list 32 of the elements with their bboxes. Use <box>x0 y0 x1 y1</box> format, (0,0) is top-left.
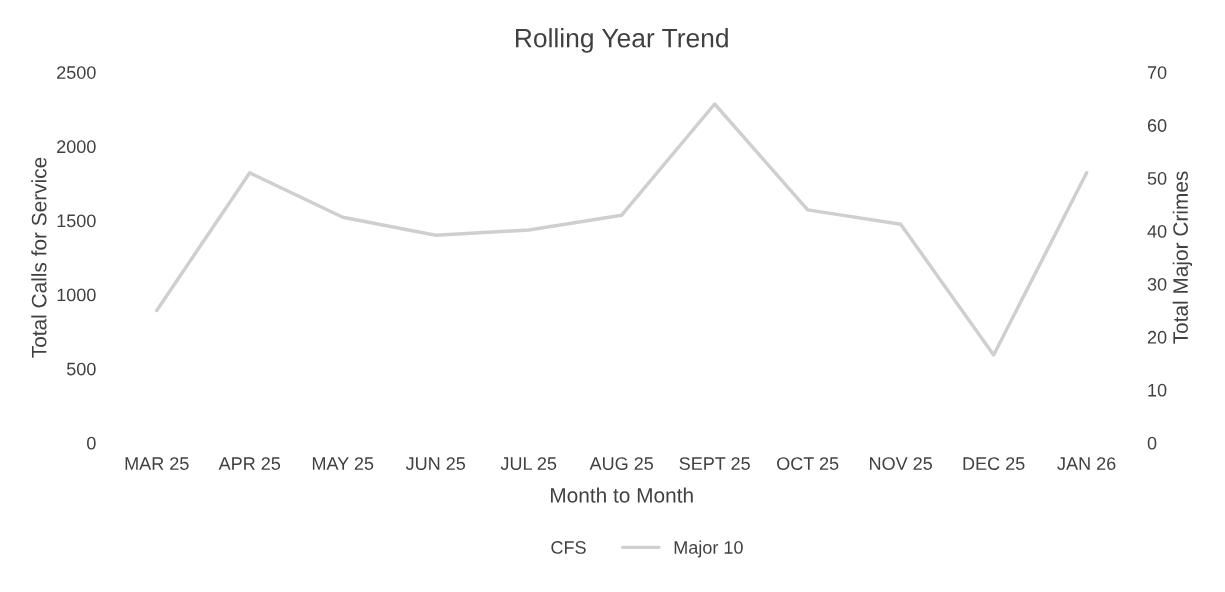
y2-tick-label: 60 <box>1147 119 1167 132</box>
x-tick-label: APR 25 <box>218 457 281 470</box>
y2-tick-label: 40 <box>1147 224 1167 238</box>
y-tick-label: 1000 <box>57 288 96 302</box>
y2-tick-label: 0 <box>1147 436 1157 450</box>
y2-tick-label: 20 <box>1147 330 1167 344</box>
y2-tick-label: 70 <box>1147 66 1167 79</box>
x-tick-label: NOV 25 <box>870 457 933 470</box>
y-tick-label: 1500 <box>57 214 96 228</box>
y2-tick-label: 50 <box>1147 172 1167 185</box>
y-tick-label: 0 <box>87 436 96 450</box>
y2-axis-title: Total Major Crimes <box>1172 171 1193 344</box>
y-axis-title: Total Calls for Service <box>31 157 47 358</box>
x-tick-label: SEPT 25 <box>679 457 750 470</box>
x-tick-label: JAN 26 <box>1057 457 1116 470</box>
chart-title: Rolling Year Trend <box>516 28 728 53</box>
x-axis-title: Month to Month <box>551 487 693 503</box>
y2-tick-label: 30 <box>1147 277 1167 291</box>
x-tick-label: JUL 25 <box>500 457 557 470</box>
y-tick-label: 2000 <box>57 140 96 154</box>
x-tick-label: MAR 25 <box>125 457 189 470</box>
x-tick-label: OCT 25 <box>777 457 839 470</box>
x-tick-label: DEC 25 <box>963 457 1025 470</box>
y-tick-label: 2500 <box>57 66 96 79</box>
x-tick-label: MAY 25 <box>312 457 374 470</box>
legend-label: Major 10 <box>674 540 743 558</box>
y-tick-label: 500 <box>66 362 96 376</box>
y2-tick-label: 10 <box>1148 383 1167 397</box>
text: CFS <box>551 541 586 554</box>
x-tick-label: JUN 25 <box>405 457 466 470</box>
x-tick-label: AUG 25 <box>589 457 654 470</box>
line-series <box>155 102 1089 357</box>
